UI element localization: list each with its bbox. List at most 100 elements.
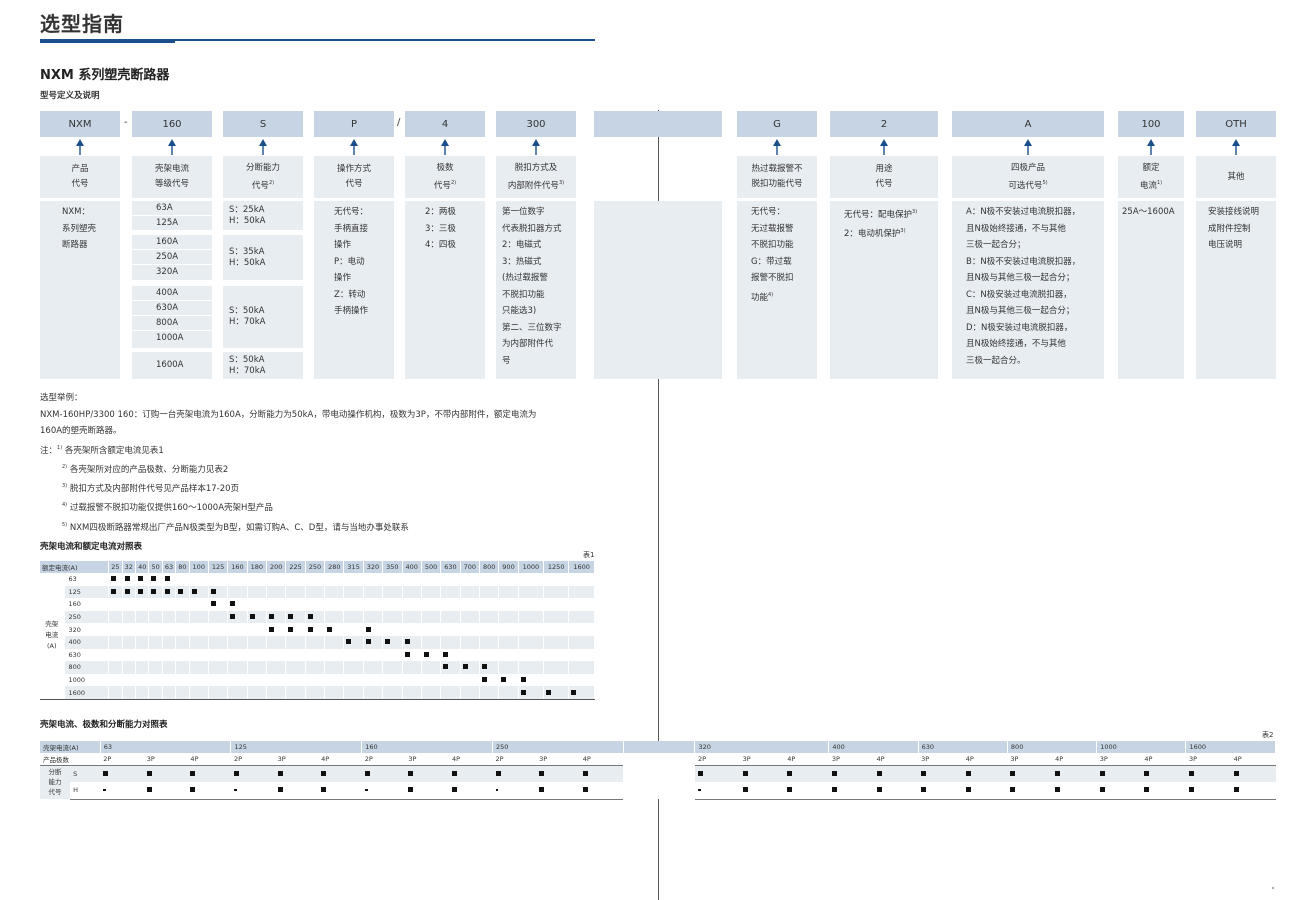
- availability-mark: [151, 576, 157, 582]
- table1-cell: [518, 598, 545, 611]
- code-box-blank: [594, 111, 722, 137]
- table1-cell: [162, 686, 177, 699]
- table1-cell: [285, 573, 306, 586]
- table2-s-label: S: [70, 765, 101, 782]
- availability-mark: [164, 576, 170, 582]
- breaking-capacity-cell: S：35kA H：50kA: [223, 235, 303, 280]
- availability-mark: [876, 770, 882, 776]
- page-fold-line: [658, 110, 659, 900]
- label-usage: 用途 代号: [830, 156, 938, 198]
- availability-mark: [831, 787, 837, 793]
- table1-cell: [305, 661, 326, 674]
- table1-cell: [402, 573, 422, 586]
- table1-cell: [382, 573, 403, 586]
- table2-tag: 表2: [1262, 731, 1274, 739]
- desc-line: 无代号：: [751, 207, 786, 217]
- example-line: NXM-160HP/3300 160：订购一台壳架电流为160A，分断能力为50…: [40, 409, 537, 420]
- table1-rated-header: 700: [460, 561, 480, 573]
- desc-line: 且N极始终接通，不与其他: [966, 339, 1066, 349]
- desc-line: 手柄直接: [334, 223, 369, 234]
- table1-cell: [247, 648, 268, 662]
- table2-s-cell: [405, 765, 449, 782]
- table1-rated-header: 500: [421, 561, 442, 573]
- availability-mark: [787, 787, 793, 793]
- label-trip-mode: 脱扣方式及 内部附件代号3): [496, 156, 576, 198]
- table1-cell: [148, 623, 163, 636]
- table2-h-cell: [405, 782, 449, 800]
- title-rule: [40, 39, 595, 41]
- table1-cell: [440, 661, 461, 674]
- table1-cell: [402, 610, 422, 624]
- availability-mark: [539, 787, 545, 793]
- frame-current-cell: 250A: [132, 250, 212, 264]
- table1-cell: [363, 610, 384, 624]
- table1-cell: [175, 623, 190, 636]
- table2-pole-value: 3P: [918, 753, 963, 766]
- desc-line: 报警不脱扣: [751, 273, 794, 283]
- table1-cell: [421, 610, 442, 624]
- code-box-nxm: NXM: [40, 111, 120, 137]
- table1-cell: [479, 598, 500, 611]
- table1-cell: [208, 673, 229, 687]
- availability-mark: [124, 576, 130, 582]
- table1-cell: [324, 610, 345, 624]
- table1-cell: [135, 648, 150, 662]
- availability-mark: [190, 770, 196, 776]
- table1-cell: [382, 686, 403, 699]
- availability-mark: [408, 770, 414, 776]
- table1-frame-label: 320: [64, 623, 110, 636]
- table1-cell: [162, 661, 177, 674]
- desc-line: 第二、三位数字: [502, 322, 562, 333]
- table1-cell: [421, 648, 442, 662]
- availability-mark: [451, 787, 457, 793]
- table1-cell: [460, 673, 480, 687]
- desc-line: 安装接线说明: [1208, 207, 1260, 217]
- desc-line: 只能选3): [502, 306, 537, 316]
- table1-frame-label: 125: [64, 585, 110, 599]
- table1-cell: [122, 598, 137, 611]
- table1-cell: [305, 585, 326, 599]
- table2-s-cell: [448, 765, 493, 782]
- table2-pole-value: 2P: [100, 753, 144, 766]
- table1-cell: [189, 610, 209, 624]
- table2-frame-poles-breaking: 壳架电流(A) 63 125 160 250 320 400 630 800 1000 1600 产品…: [40, 741, 1276, 800]
- table2-s-cell: [187, 765, 231, 782]
- label-product-code: 产品 代号: [40, 156, 120, 198]
- table2-h-label: H: [70, 782, 101, 800]
- table1-cell: [122, 648, 137, 662]
- availability-mark: [230, 601, 236, 607]
- desc-line: Z：转动: [334, 289, 366, 300]
- table1-cell: [208, 686, 229, 699]
- code-box-160: 160: [132, 111, 212, 137]
- table2-h-cell: [230, 782, 275, 800]
- table1-cell: [227, 673, 248, 687]
- table1-rated-header: 315: [343, 561, 364, 573]
- availability-mark: [124, 588, 130, 594]
- table1-rated-header: 160: [227, 561, 248, 573]
- label-line: 分断能力: [245, 162, 280, 173]
- table1-cell: [108, 585, 123, 599]
- table2-pole-value: 3P: [143, 753, 188, 766]
- table1-cell: [175, 661, 190, 674]
- table1-cell: [162, 635, 177, 649]
- desc-line: 无过载报警: [751, 223, 794, 234]
- table1-cell: [189, 635, 209, 649]
- table1-cell: [343, 585, 364, 599]
- availability-mark: [1010, 787, 1016, 793]
- side-label-line: 壳架: [45, 620, 59, 629]
- table1-frame-label: 630: [64, 648, 110, 662]
- availability-mark: [364, 770, 370, 776]
- table1-cell: [479, 686, 500, 699]
- arrow-up-icon: [772, 139, 782, 155]
- table2-h-cell: [318, 782, 362, 800]
- frame-current-cell: 320A: [132, 265, 212, 280]
- table1-row: 160: [40, 598, 595, 611]
- desc-line: 不脱扣功能: [502, 289, 545, 300]
- table1-cell: [108, 673, 123, 687]
- section-title: NXM 系列塑壳断路器: [40, 68, 170, 83]
- desc-line: 功能: [751, 292, 769, 303]
- desc-poles: 2：两极 3：三极 4：四极: [405, 201, 485, 379]
- table2-s-cell: [1185, 765, 1231, 782]
- table1-cell: [227, 573, 248, 586]
- table1-cell: [208, 585, 229, 599]
